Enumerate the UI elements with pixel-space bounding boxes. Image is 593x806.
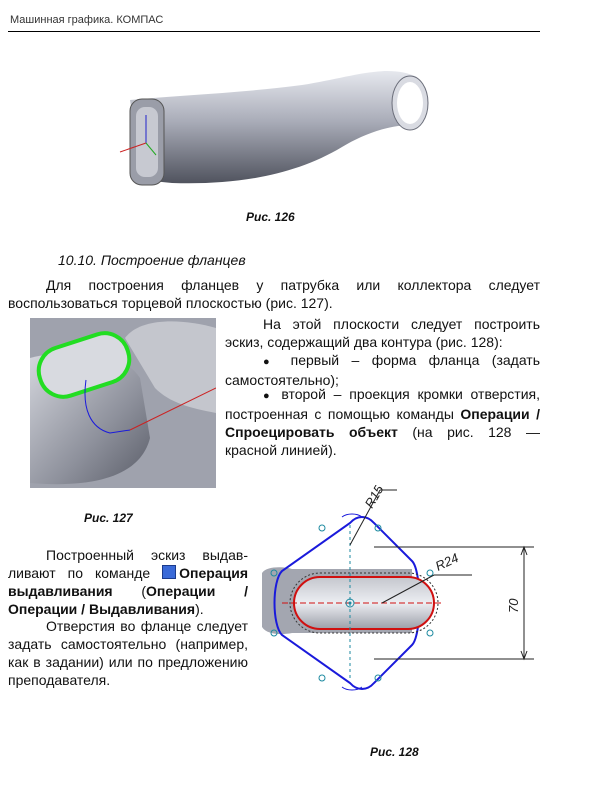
bullet-1-text: первый – форма фланца (задать самостояте… bbox=[225, 352, 541, 388]
bullet-item-1: ● первый – форма фланца (задать самостоя… bbox=[225, 351, 540, 389]
dim-70-label: 70 bbox=[506, 598, 521, 613]
paragraph-2: На этой плоскости следует построить эски… bbox=[225, 316, 540, 350]
running-header: Машинная графика. КОМПАС bbox=[10, 14, 164, 26]
bullet-item-2: ● второй – проекция кромки отвер­стия, п… bbox=[225, 385, 540, 459]
paragraph-3: Построенный эскиз выдав­ливают по команд… bbox=[8, 546, 248, 618]
figure-127-caption: Рис. 127 bbox=[84, 511, 133, 525]
extrude-operation-icon bbox=[162, 565, 177, 579]
p3-menu-path: Операции / Операции / Выдавливания bbox=[8, 583, 248, 617]
paragraph-4: Отверстия во фланце сле­дует задать само… bbox=[8, 618, 248, 688]
figure-128-caption: Рис. 128 bbox=[370, 745, 419, 759]
p3-post: ). bbox=[195, 601, 204, 617]
bullet-2-post: (на рис. 128 — красной линией). bbox=[225, 424, 540, 458]
p3-command: Операция выдавливания bbox=[8, 565, 248, 599]
paragraph-1: Для построения фланцев у патрубка или ко… bbox=[8, 277, 540, 311]
figure-126-caption: Рис. 126 bbox=[246, 210, 295, 224]
dim-r24-label: R24 bbox=[433, 550, 461, 574]
bullet-2-command: Операции / Спроецировать объект bbox=[225, 406, 540, 440]
figure-128-flange-sketch: R15 R24 70 bbox=[262, 485, 534, 691]
bullet-icon: ● bbox=[263, 390, 274, 402]
p3-mid: ( bbox=[112, 583, 147, 599]
bullet-icon: ● bbox=[263, 356, 279, 368]
p3-pre: Построенный эскиз выдав­ливают по команд… bbox=[8, 547, 248, 581]
dim-r15-label: R15 bbox=[362, 485, 387, 511]
figure-127-flange-face-render bbox=[30, 318, 216, 488]
section-title: 10.10. Построение фланцев bbox=[58, 252, 246, 268]
figure-126-pipe-render bbox=[119, 71, 429, 186]
bullet-2-pre: второй – проекция кромки отвер­стия, пос… bbox=[225, 386, 540, 422]
header-rule bbox=[8, 31, 540, 32]
